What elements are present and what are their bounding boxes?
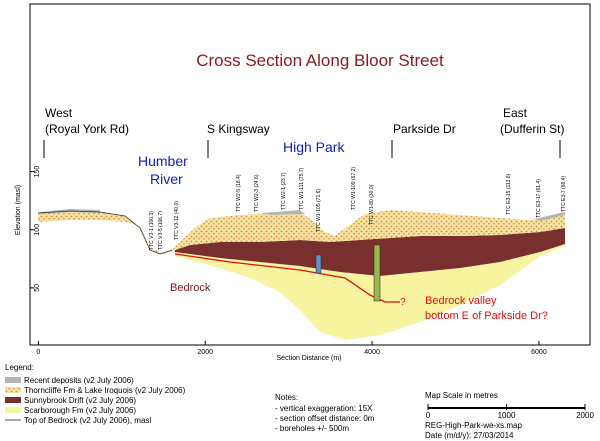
legend-title: Legend: (5, 363, 34, 372)
note: - boreholes +/- 500m (275, 424, 349, 433)
y-tick-label: 150 (34, 166, 41, 178)
feature: Bedrock (170, 282, 211, 294)
borehole-label: TTC V3-1 (100.3) (149, 211, 155, 250)
borehole (315, 254, 322, 274)
borehole-label: TTC W1-80 (30.0) (369, 184, 375, 225)
borehole-label: TTC W1-111 (75.7) (299, 167, 305, 210)
notes-title: Notes: (275, 393, 298, 402)
legend-item: Sunnybrook Drift (v2 July 2006) (24, 396, 136, 405)
borehole-label: TTC V3-12 (40.0) (174, 201, 180, 240)
legend-swatch (5, 387, 21, 393)
location: S Kingsway (207, 122, 270, 136)
scarborough-fm (175, 244, 565, 340)
annotation: bottom E of Parkside Dr? (425, 310, 548, 322)
borehole-label: TTC E3-17 (61.4) (536, 179, 542, 218)
legend-swatch (5, 377, 21, 383)
scale-label: 1000 (498, 411, 516, 420)
thorncliffe-fm (38, 210, 565, 254)
location: Parkside Dr (393, 122, 456, 136)
annotation: ? (400, 297, 406, 308)
borehole-label: TTC E3-7 (66.4) (561, 176, 567, 212)
recent-deposits (535, 212, 565, 221)
borehole-label: TTC W2-3 (24.6) (254, 174, 260, 212)
y-tick-label: 100 (34, 224, 41, 236)
y-tick-label: 50 (34, 284, 41, 292)
location: (Royal York Rd) (45, 122, 129, 136)
borehole-label: TTC W2-1 (23.7) (281, 172, 287, 210)
x-axis-label: Section Distance (m) (277, 355, 342, 362)
legend-item: Recent deposits (v2 July 2006) (24, 376, 134, 385)
x-tick-label: 6000 (531, 349, 547, 356)
x-tick-label: 0 (36, 349, 40, 356)
legend-swatch (5, 397, 21, 403)
legend-item: Thorncliffe Fm & Lake Iroquois (v2 July … (24, 386, 186, 395)
borehole-label: TTC W2-5 (18.4) (236, 174, 242, 212)
scale-label: 0 (426, 411, 431, 420)
title: Cross Section Along Bloor Street (196, 51, 444, 70)
recent-deposits (262, 210, 305, 215)
borehole-label: TTC W1-109 (67.2) (351, 167, 357, 210)
borehole-label: TTC W1-105 (71.6) (316, 189, 322, 232)
location: East (503, 106, 528, 120)
location: West (45, 106, 73, 120)
feature: Humber (138, 153, 188, 169)
location: (Dufferin St) (500, 122, 564, 136)
ground-surface (37, 210, 173, 255)
bedrock-line (174, 253, 400, 303)
note: - vertical exaggeration: 15X (275, 404, 373, 413)
sunnybrook-drift (175, 228, 565, 276)
feature: River (150, 171, 183, 187)
feature: High Park (283, 139, 345, 155)
annotation: Bedrock valley (425, 295, 497, 307)
legend-item: Scarborough Fm (v2 July 2006) (24, 406, 136, 415)
y-axis-label: Elevation (masl) (15, 185, 22, 235)
map-file: REG-High-Park-we-xs.map (425, 421, 522, 430)
borehole (373, 244, 381, 302)
borehole-label: TTC E3-15 (113.8) (506, 173, 512, 215)
legend-item: Top of Bedrock (v2 July 2006), masl (24, 416, 151, 425)
scale-title: Map Scale in metres (425, 391, 498, 400)
map-date: Date (m/d/y): 27/03/2014 (425, 431, 514, 440)
borehole-label: TTC V3-5 (106.7) (158, 211, 164, 250)
recent-deposits (40, 209, 100, 214)
legend-swatch (5, 407, 21, 413)
x-tick-label: 2000 (197, 349, 213, 356)
scale-label: 2000 (576, 411, 594, 420)
note: - section offset distance: 0m (275, 414, 375, 423)
x-tick-label: 4000 (364, 349, 380, 356)
